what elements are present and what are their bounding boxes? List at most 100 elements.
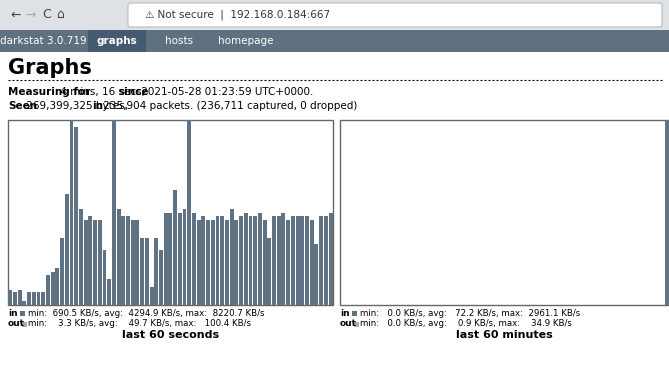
- Bar: [254, 216, 257, 305]
- Bar: [215, 216, 219, 305]
- Bar: [150, 286, 153, 305]
- Bar: [206, 220, 210, 305]
- Bar: [0, 30, 669, 52]
- Bar: [268, 238, 271, 305]
- Bar: [296, 216, 300, 305]
- Text: ⚠ Not secure  |  192.168.0.184:667: ⚠ Not secure | 192.168.0.184:667: [145, 10, 330, 20]
- Bar: [187, 120, 191, 305]
- Bar: [300, 216, 304, 305]
- Bar: [145, 238, 149, 305]
- Bar: [173, 190, 177, 305]
- Text: out: out: [340, 320, 357, 329]
- Bar: [136, 220, 139, 305]
- Text: 4 mins, 16 secs,: 4 mins, 16 secs,: [57, 87, 148, 97]
- Bar: [88, 30, 146, 52]
- Bar: [56, 268, 60, 305]
- Bar: [98, 220, 102, 305]
- Bar: [46, 276, 50, 305]
- Bar: [286, 220, 290, 305]
- Bar: [244, 212, 248, 305]
- Text: →: →: [25, 9, 35, 22]
- FancyBboxPatch shape: [128, 3, 662, 27]
- Bar: [211, 220, 215, 305]
- Bar: [70, 120, 74, 305]
- Text: min:    3.3 KB/s, avg:    49.7 KB/s, max:   100.4 KB/s: min: 3.3 KB/s, avg: 49.7 KB/s, max: 100.…: [28, 320, 251, 329]
- Bar: [239, 216, 243, 305]
- Bar: [37, 292, 40, 305]
- Text: darkstat 3.0.719: darkstat 3.0.719: [0, 36, 86, 46]
- Bar: [229, 209, 233, 305]
- Bar: [201, 216, 205, 305]
- Text: Measuring for: Measuring for: [8, 87, 90, 97]
- Bar: [51, 272, 55, 305]
- Bar: [41, 292, 45, 305]
- Text: out: out: [8, 320, 25, 329]
- Text: min:   0.0 KB/s, avg:   72.2 KB/s, max:  2961.1 KB/s: min: 0.0 KB/s, avg: 72.2 KB/s, max: 2961…: [360, 308, 580, 317]
- Text: last 60 minutes: last 60 minutes: [456, 330, 553, 340]
- Text: in: in: [8, 308, 17, 317]
- Bar: [32, 292, 35, 305]
- Text: in: in: [92, 101, 103, 111]
- Text: C: C: [42, 9, 51, 22]
- Text: min:  690.5 KB/s, avg:  4294.9 KB/s, max:  8220.7 KB/s: min: 690.5 KB/s, avg: 4294.9 KB/s, max: …: [28, 308, 264, 317]
- Bar: [282, 212, 286, 305]
- Bar: [116, 209, 120, 305]
- Bar: [140, 238, 144, 305]
- Text: ←: ←: [10, 9, 21, 22]
- Text: Graphs: Graphs: [8, 58, 92, 78]
- Text: since: since: [119, 87, 149, 97]
- Bar: [20, 310, 25, 315]
- Bar: [130, 220, 134, 305]
- Bar: [126, 216, 130, 305]
- Bar: [22, 322, 27, 327]
- Bar: [248, 216, 252, 305]
- Bar: [178, 212, 182, 305]
- Text: 269,399,325 bytes,: 269,399,325 bytes,: [23, 101, 131, 111]
- Text: hosts: hosts: [165, 36, 193, 46]
- Text: ⌂: ⌂: [56, 9, 64, 22]
- Bar: [13, 292, 17, 305]
- Bar: [84, 220, 88, 305]
- Bar: [197, 220, 201, 305]
- Bar: [107, 279, 111, 305]
- Bar: [112, 120, 116, 305]
- Bar: [352, 310, 357, 315]
- Bar: [354, 322, 359, 327]
- Bar: [65, 194, 69, 305]
- Text: Seen: Seen: [8, 101, 37, 111]
- Bar: [305, 216, 309, 305]
- Bar: [183, 209, 187, 305]
- Bar: [27, 292, 31, 305]
- Bar: [88, 216, 92, 305]
- Bar: [121, 216, 125, 305]
- Bar: [234, 220, 238, 305]
- Bar: [291, 216, 295, 305]
- Text: 235,904 packets. (236,711 captured, 0 dropped): 235,904 packets. (236,711 captured, 0 dr…: [100, 101, 357, 111]
- Bar: [79, 209, 83, 305]
- Bar: [319, 216, 323, 305]
- Text: homepage: homepage: [218, 36, 274, 46]
- Bar: [17, 290, 21, 305]
- Text: last 60 seconds: last 60 seconds: [122, 330, 219, 340]
- Text: in: in: [340, 308, 350, 317]
- Bar: [340, 120, 669, 305]
- Bar: [324, 216, 328, 305]
- Bar: [60, 238, 64, 305]
- Bar: [102, 250, 106, 305]
- Bar: [192, 212, 196, 305]
- Bar: [314, 244, 318, 305]
- Text: graphs: graphs: [96, 36, 137, 46]
- Bar: [277, 216, 281, 305]
- Bar: [159, 250, 163, 305]
- Bar: [23, 301, 26, 305]
- Bar: [272, 216, 276, 305]
- Bar: [328, 212, 332, 305]
- Bar: [169, 212, 173, 305]
- Bar: [263, 220, 266, 305]
- Bar: [164, 212, 168, 305]
- Bar: [8, 290, 12, 305]
- Bar: [225, 220, 229, 305]
- Bar: [155, 238, 159, 305]
- Bar: [220, 216, 224, 305]
- Bar: [664, 120, 668, 305]
